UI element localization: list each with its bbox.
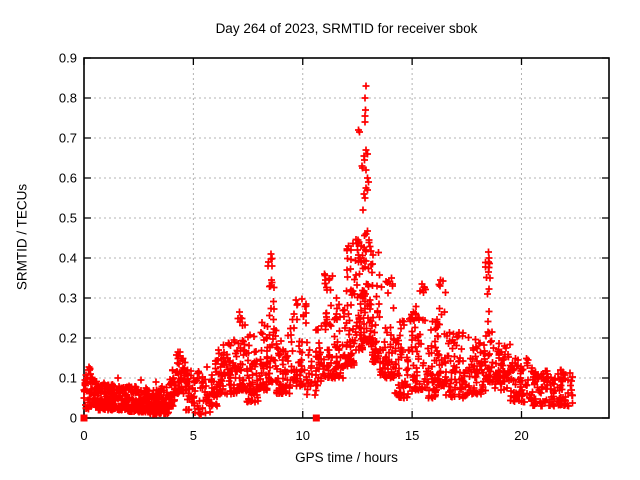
- y-tick-label: 0: [70, 411, 77, 426]
- y-tick-label: 0.7: [59, 131, 77, 146]
- x-tick-label: 5: [190, 428, 197, 443]
- y-tick-label: 0.1: [59, 371, 77, 386]
- chart-title: Day 264 of 2023, SRMTID for receiver sbo…: [215, 21, 478, 36]
- x-tick-label: 15: [405, 428, 419, 443]
- data-gap-marker: [312, 414, 320, 422]
- tick-labels: 0 0.1 0.2 0.3 0.4 0.5 0.6 0.7 0.8 0.9 0 5 10 15 20: [59, 51, 529, 444]
- grid-lines: [84, 58, 609, 418]
- x-tick-label: 0: [80, 428, 87, 443]
- scatter-points: [80, 82, 576, 418]
- x-axis-label: GPS time / hours: [295, 450, 398, 465]
- x-tick-label: 20: [514, 428, 528, 443]
- plot-border: [83, 57, 610, 419]
- data-gap-marker: [80, 414, 88, 422]
- y-tick-label: 0.8: [59, 91, 77, 106]
- y-tick-label: 0.2: [59, 331, 77, 346]
- x-tick-label: 10: [296, 428, 310, 443]
- y-tick-label: 0.4: [59, 251, 77, 266]
- y-tick-label: 0.5: [59, 211, 77, 226]
- y-tick-label: 0.6: [59, 171, 77, 186]
- y-tick-label: 0.9: [59, 51, 77, 66]
- y-tick-label: 0.3: [59, 291, 77, 306]
- y-axis-label: SRMTID / TECUs: [14, 183, 30, 291]
